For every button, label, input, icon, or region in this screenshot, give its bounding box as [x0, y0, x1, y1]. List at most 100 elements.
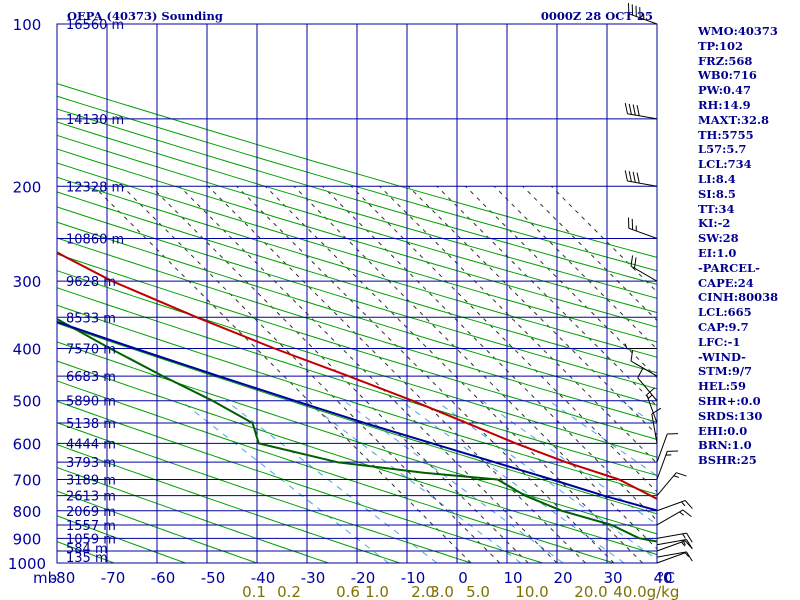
mixing-ratio-label: 0.1	[242, 583, 266, 600]
wind-staff	[656, 532, 687, 539]
parcel-trace	[57, 320, 657, 512]
wind-barb	[637, 368, 658, 402]
stat-item: SHR+:0.0	[698, 393, 761, 408]
moist-adiabat	[322, 185, 657, 522]
stat-item: EHI:0.0	[698, 423, 748, 438]
wind-barb-feather	[630, 350, 634, 362]
temp-tick-label: -80	[51, 569, 76, 587]
wind-barb-half-feather	[682, 533, 686, 539]
dry-adiabat	[57, 270, 657, 458]
moist-adiabat	[150, 185, 529, 563]
stat-item: BSHR:25	[698, 453, 757, 468]
pressure-tick-labels: 100 200 300 400 500 600 700 800 900 1000	[8, 16, 46, 573]
wind-barb	[656, 551, 693, 562]
dry-adiabat	[57, 162, 657, 343]
temp-tick-label: -60	[151, 569, 176, 587]
mixing-ratio-label: 3.0	[430, 583, 454, 600]
dry-adiabat	[57, 191, 657, 374]
wind-barb-feather	[633, 257, 637, 269]
stat-item: LI:8.4	[698, 171, 736, 186]
wind-staff	[646, 394, 658, 424]
wind-staff	[656, 540, 686, 552]
wind-barb-half-feather	[647, 394, 653, 399]
dry-adiabat	[57, 83, 657, 258]
dry-adiabat	[57, 444, 400, 563]
wind-barb-feather	[636, 105, 640, 116]
mixing-ratio-label: 0.2	[277, 583, 301, 600]
pressure-tick-label: 300	[13, 273, 42, 291]
wind-barb	[656, 500, 693, 512]
height-label: 1557 m	[66, 519, 116, 534]
temp-tick-label: 20	[553, 569, 572, 587]
wind-staff	[651, 413, 658, 444]
dry-adiabat	[57, 121, 657, 299]
temp-tick-label: 10	[503, 569, 522, 587]
wind-staff	[627, 180, 658, 187]
wind-barb-feather	[682, 509, 692, 518]
wind-barb	[627, 217, 658, 239]
wind-barbs	[624, 2, 693, 564]
dry-adiabat	[57, 176, 657, 358]
moist-adiabat	[522, 185, 657, 322]
moist-adiabat	[179, 185, 558, 563]
wind-barb-half-feather	[673, 475, 679, 478]
stat-item: CAPE:24	[698, 275, 754, 290]
temp-tick-label: -40	[251, 569, 276, 587]
height-label: 1059 m	[66, 532, 116, 547]
mixing-ratio-label: 40.0	[613, 583, 646, 600]
stat-item: L57:5.7	[698, 142, 747, 157]
pressure-tick-label: 600	[13, 435, 42, 453]
wind-barb-half-feather	[679, 511, 685, 516]
stat-item: CINH:80038	[698, 290, 779, 305]
moist-adiabat	[236, 185, 615, 563]
temp-tick-label: 30	[603, 569, 622, 587]
dry-adiabat	[57, 304, 657, 495]
stat-item: RH:14.9	[698, 97, 751, 112]
dry-adiabat	[57, 108, 657, 285]
wind-staff	[656, 509, 684, 526]
chart-lines	[56, 2, 693, 564]
y-axis-unit-label: mb	[33, 569, 57, 587]
temp-tick-label: -20	[351, 569, 376, 587]
wind-staff	[656, 552, 686, 564]
wind-staff	[656, 451, 668, 480]
wind-staff	[628, 13, 658, 25]
moist-adiabat	[207, 185, 586, 563]
wind-barb-half-feather	[681, 501, 686, 507]
dry-adiabat	[57, 134, 657, 314]
wind-barb-half-feather	[681, 541, 686, 547]
wind-barb	[656, 433, 679, 463]
wind-barb	[656, 532, 693, 543]
pressure-tick-label: 900	[13, 530, 42, 548]
stat-item: CAP:9.7	[698, 319, 749, 334]
dry-adiabat	[57, 322, 657, 515]
wind-staff	[656, 500, 686, 512]
moist-adiabat	[493, 185, 657, 350]
x-axis-unit-label: °C	[657, 569, 675, 587]
wind-barb-half-feather	[684, 552, 690, 558]
pressure-tick-label: 100	[13, 16, 42, 34]
wind-barb	[656, 509, 692, 526]
wind-staff	[656, 472, 677, 496]
wind-barb	[630, 350, 658, 377]
wind-barb	[656, 472, 687, 496]
dry-adiabat	[57, 206, 657, 390]
mixing-ratio-line	[435, 400, 657, 561]
mixing-ratio-label: 5.0	[466, 583, 490, 600]
sounding-traces	[57, 251, 657, 543]
stat-item: SRDS:130	[698, 408, 763, 423]
wind-barb	[624, 343, 657, 350]
wind-barb-feather	[630, 255, 634, 267]
stat-item: -WIND-	[698, 349, 746, 364]
stat-item: MAXT:32.8	[698, 112, 769, 127]
stat-item: BRN:1.0	[698, 438, 752, 453]
stat-item: WMO:40373	[698, 24, 778, 38]
dry-adiabat	[57, 95, 657, 272]
pressure-tick-label: 700	[13, 472, 42, 490]
height-label: 9628 m	[66, 275, 116, 290]
height-label: 7570 m	[66, 343, 116, 358]
pressure-tick-label: 400	[13, 341, 42, 359]
chart-title: OEPA (40373) Sounding	[67, 9, 223, 23]
wind-staff	[627, 113, 658, 120]
